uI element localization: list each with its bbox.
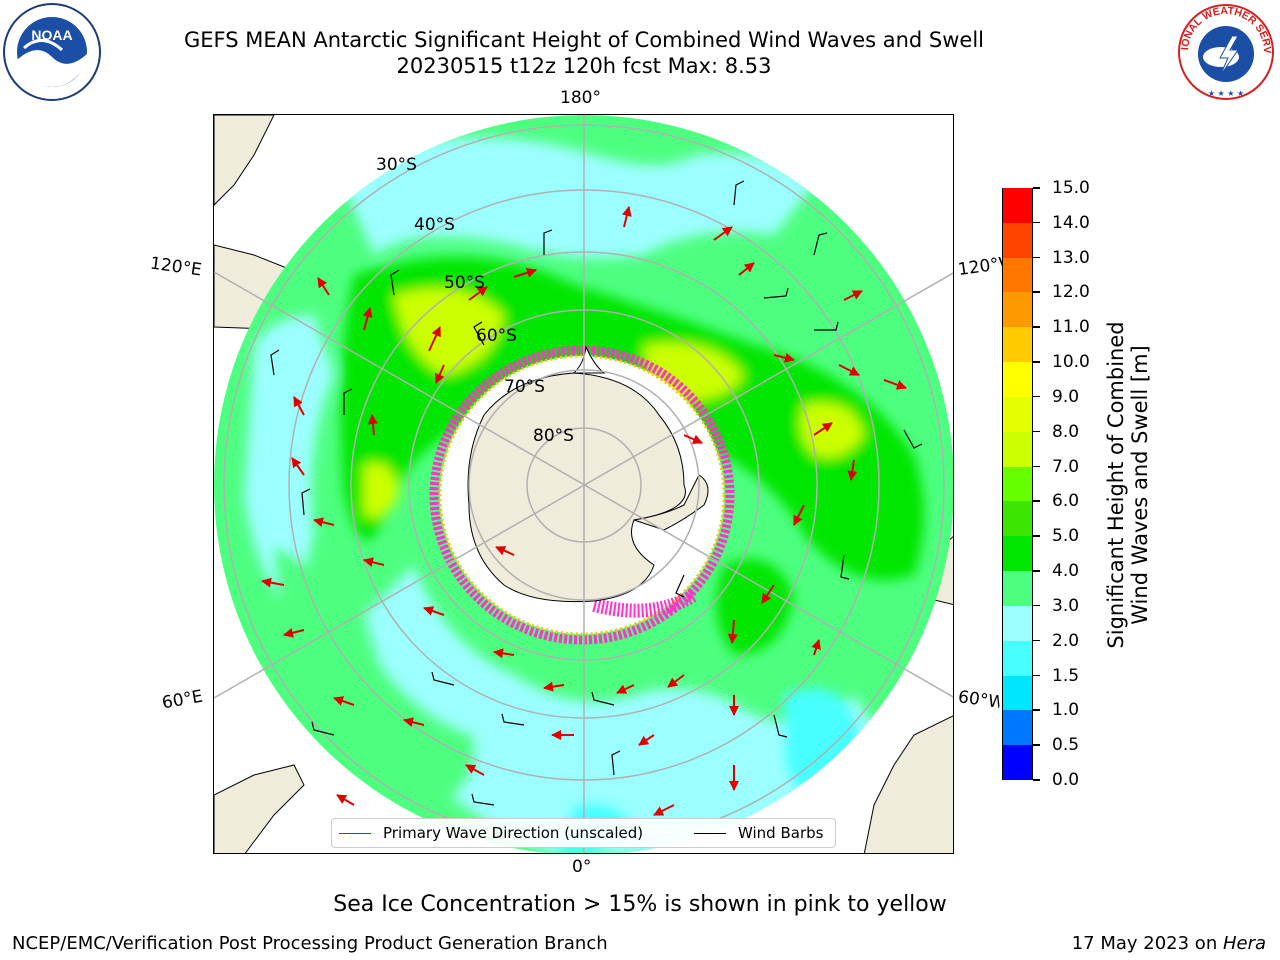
- colorbar-tick-label: 7.0: [1052, 456, 1080, 477]
- colorbar-tick-mark: [1033, 674, 1040, 677]
- lon-label-120e: 120°E: [148, 253, 203, 281]
- lat-label-80s: 80°S: [533, 426, 574, 446]
- colorbar-tick-mark: [1033, 256, 1040, 259]
- lon-label-120w: 120°W: [956, 253, 1006, 281]
- colorbar-tick-label: 8.0: [1052, 421, 1080, 442]
- colorbar-segment: [1003, 431, 1032, 467]
- colorbar-tick-label: 11.0: [1052, 317, 1090, 338]
- colorbar-segment: [1003, 605, 1032, 641]
- legend-black-line: [694, 832, 726, 835]
- sea-ice-note: Sea Ice Concentration > 15% is shown in …: [333, 892, 947, 917]
- map-legend: Primary Wave Direction (unscaled) Wind B…: [331, 818, 836, 848]
- footer-date: 17 May 2023 on Hera: [1071, 933, 1266, 954]
- colorbar-segment: [1003, 361, 1032, 397]
- colorbar-tick-label: 14.0: [1052, 212, 1090, 233]
- colorbar-tick-mark: [1033, 639, 1040, 642]
- colorbar-segment: [1003, 640, 1032, 676]
- lat-label-30s: 30°S: [376, 155, 417, 175]
- lon-label-180: 180°: [560, 88, 601, 108]
- legend-red-line: [339, 832, 371, 835]
- colorbar-segment: [1003, 675, 1032, 711]
- colorbar-segment: [1003, 500, 1032, 537]
- colorbar-segment: [1003, 187, 1032, 223]
- colorbar-segment: [1003, 396, 1032, 432]
- colorbar-segment: [1003, 257, 1032, 293]
- colorbar-tick-label: 15.0: [1052, 178, 1090, 198]
- colorbar-label: Significant Height of Combined Wind Wave…: [1104, 321, 1152, 649]
- colorbar-tick-label: 3.0: [1052, 595, 1080, 616]
- colorbar-tick-mark: [1033, 430, 1040, 433]
- lat-label-40s: 40°S: [414, 215, 455, 235]
- colorbar-tick-label: 6.0: [1052, 491, 1080, 512]
- legend-item-wind-barbs: Wind Barbs: [694, 824, 823, 842]
- colorbar-tick-label: 1.5: [1052, 665, 1080, 686]
- colorbar-tick-mark: [1033, 570, 1040, 572]
- colorbar-tick-label: 9.0: [1052, 386, 1080, 407]
- wave-direction-arrows: [261, 206, 907, 816]
- colorbar-tick-label: 1.0: [1052, 700, 1080, 721]
- antarctica: [467, 345, 709, 603]
- lat-label-70s: 70°S: [504, 377, 545, 397]
- colorbar-segment: [1003, 709, 1032, 746]
- map-title: GEFS MEAN Antarctic Significant Height o…: [183, 28, 985, 52]
- colorbar-tick-mark: [1033, 395, 1040, 398]
- colorbar-segment: [1003, 535, 1032, 572]
- colorbar-tick-mark: [1033, 326, 1040, 328]
- lon-label-60e: 60°E: [160, 686, 205, 714]
- colorbar-tick-label: 0.5: [1052, 735, 1080, 756]
- colorbar-segment: [1003, 326, 1032, 363]
- colorbar-tick-mark: [1033, 709, 1040, 711]
- lat-label-60s: 60°S: [476, 326, 517, 346]
- colorbar-tick-mark: [1033, 744, 1040, 746]
- noaa-logo-text: NOAA: [31, 27, 72, 43]
- colorbar-tick-mark: [1033, 291, 1040, 293]
- colorbar-tick-mark: [1033, 465, 1040, 468]
- colorbar-tick-mark: [1033, 187, 1040, 189]
- colorbar-tick-label: 5.0: [1052, 526, 1080, 547]
- colorbar-tick-mark: [1033, 361, 1040, 363]
- colorbar: [1002, 187, 1033, 780]
- lon-label-0: 0°: [572, 857, 592, 877]
- colorbar-segment: [1003, 744, 1032, 780]
- svg-text:★ ★ ★ ★: ★ ★ ★ ★: [1208, 89, 1244, 98]
- colorbar-tick-label: 4.0: [1052, 561, 1080, 582]
- colorbar-tick-label: 13.0: [1052, 247, 1090, 268]
- footer-credit: NCEP/EMC/Verification Post Processing Pr…: [12, 933, 608, 954]
- graticule: [214, 115, 953, 853]
- colorbar-segment: [1003, 466, 1032, 502]
- colorbar-segment: [1003, 291, 1032, 328]
- colorbar-tick-mark: [1033, 500, 1040, 502]
- colorbar-tick-mark: [1033, 535, 1040, 537]
- wind-barbs: [270, 180, 923, 806]
- colorbar-tick-mark: [1033, 221, 1040, 224]
- lon-label-60w: 60°W: [956, 687, 1002, 713]
- colorbar-segment: [1003, 570, 1032, 606]
- colorbar-tick-label: 10.0: [1052, 352, 1090, 373]
- nws-logo: NATIONAL WEATHER SERVICE ★ ★ ★ ★: [1172, 0, 1276, 102]
- lat-label-50s: 50°S: [444, 273, 485, 293]
- noaa-logo: NOAA: [2, 2, 102, 102]
- colorbar-tick-label: 12.0: [1052, 282, 1090, 303]
- colorbar-tick-label: 0.0: [1052, 770, 1080, 790]
- colorbar-tick-mark: [1033, 604, 1040, 607]
- colorbar-tick-label: 2.0: [1052, 630, 1080, 651]
- colorbar-segment: [1003, 222, 1032, 258]
- polar-map: 30°S 40°S 50°S 60°S 70°S 80°S: [213, 114, 954, 854]
- legend-item-wave-direction: Primary Wave Direction (unscaled): [339, 824, 643, 842]
- colorbar-tick-mark: [1033, 779, 1040, 781]
- map-subtitle: 20230515 t12z 120h fcst Max: 8.53: [396, 54, 772, 78]
